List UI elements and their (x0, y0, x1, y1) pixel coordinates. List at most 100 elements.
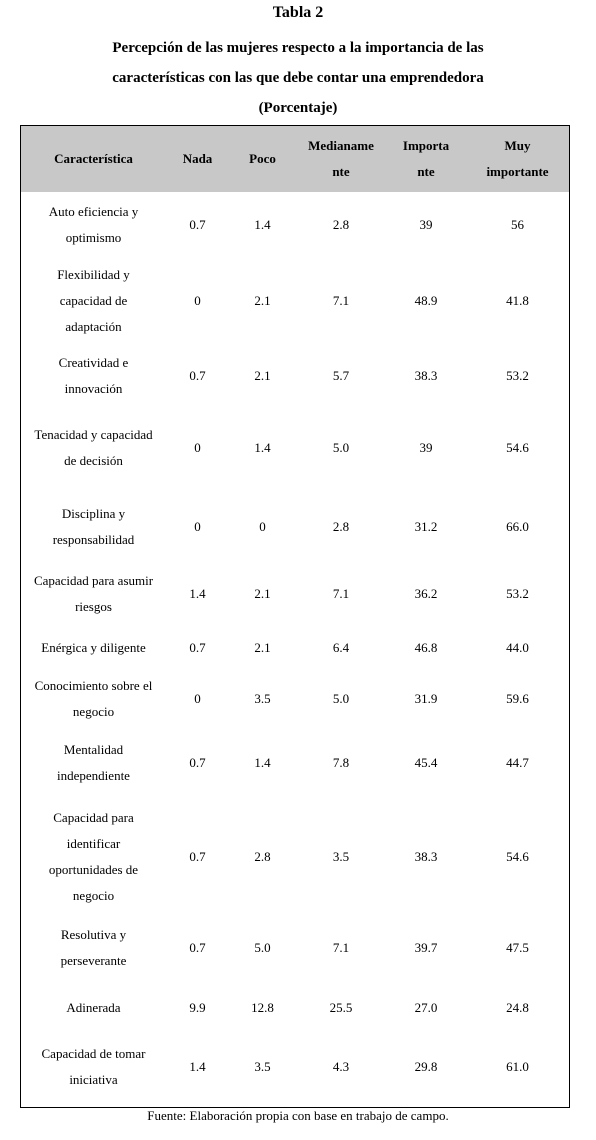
cell: 5.0 (254, 939, 271, 955)
cell: 0 (194, 690, 201, 706)
cell: 9.9 (189, 999, 206, 1015)
table-row: Creatividad e innovación 0.7 2.1 5.7 38.3 53.… (21, 344, 569, 407)
cell: 0.7 (189, 639, 206, 655)
header-cell: Muy importante (466, 126, 569, 192)
row-label: Auto eficiencia y optimismo (48, 203, 139, 245)
cell: 12.8 (251, 999, 274, 1015)
header-text: Medianame (308, 138, 374, 153)
cell: 0 (259, 518, 266, 534)
cell: 5.0 (332, 690, 350, 706)
cell: 38.3 (414, 367, 438, 383)
cell: 2.1 (254, 586, 271, 601)
cell: 44.0 (506, 639, 529, 655)
cell: 53.2 (506, 367, 529, 383)
row-label: Capacidad para identificar oportunidades… (48, 809, 139, 903)
table-row: Mentalidad independiente 0.7 1.4 7.8 45.4 44.… (21, 726, 569, 799)
cell: 0.7 (189, 848, 206, 864)
table-row: Capacidad de tomar iniciativa 1.4 3.5 4.3 29… (21, 1034, 569, 1099)
cell: 54.6 (506, 440, 529, 455)
header-text: Muy (504, 138, 531, 153)
cell: 6.4 (332, 639, 350, 655)
cell: 3.5 (254, 690, 271, 706)
table-row: Adinerada 9.9 12.8 25.5 27.0 24.8 (21, 981, 569, 1034)
header-text: Poco (249, 151, 276, 166)
cell: 3.5 (332, 848, 350, 864)
row-label: Capacidad de tomar iniciativa (41, 1045, 146, 1087)
cell: 39 (419, 216, 433, 232)
table: Característica Nada Poco Medianame nte Import… (21, 126, 569, 1099)
header-cell: Poco (229, 126, 296, 192)
cell: 2.8 (332, 518, 350, 534)
cell: 2.1 (254, 292, 271, 308)
cell: 2.1 (254, 367, 271, 383)
subtitle-line: Percepción de las mujeres respecto a la … (112, 40, 484, 56)
table-frame: Característica Nada Poco Medianame nte Import… (20, 125, 570, 1108)
header-text: nte (332, 164, 350, 179)
row-label: Enérgica y diligente (41, 639, 146, 655)
cell: 7.1 (332, 939, 350, 955)
header-cell: Característica (21, 126, 166, 192)
table-row: Disciplina y responsabilidad 0 0 2.8 31.2 66.… (21, 489, 569, 564)
row-label: Conocimiento sobre el negocio (34, 677, 153, 719)
cell: 45.4 (414, 754, 438, 770)
cell: 31.2 (414, 518, 438, 534)
cell: 31.9 (414, 690, 438, 706)
table-row: Capacidad para identificar oportunidades… (21, 799, 569, 914)
cell: 1.4 (254, 216, 271, 232)
cell: 1.4 (189, 586, 206, 601)
row-label: Resolutiva y perseverante (60, 926, 127, 968)
cell: 39 (419, 440, 433, 455)
row-label: Creatividad e innovación (58, 354, 129, 396)
cell: 41.8 (506, 292, 529, 308)
cell: 44.7 (506, 754, 529, 770)
cell: 0.7 (189, 754, 206, 770)
table-row: Flexibilidad y capacidad de adaptación 0 2… (21, 257, 569, 344)
row-label: Disciplina y responsabilidad (52, 505, 135, 547)
cell: 2.8 (254, 848, 271, 864)
cell: 1.4 (254, 754, 271, 770)
cell: 0 (194, 518, 201, 534)
cell: 47.5 (506, 939, 529, 955)
cell: 4.3 (332, 1058, 350, 1074)
header-text: Característica (54, 151, 133, 166)
table-body: Auto eficiencia y optimismo 0.7 1.4 2.8 39 56… (21, 192, 569, 1099)
cell: 0.7 (189, 216, 206, 232)
title: Tabla 2 (272, 4, 324, 21)
table-row: Enérgica y diligente 0.7 2.1 6.4 46.8 44.0 (21, 624, 569, 671)
cell: 39.7 (414, 939, 438, 955)
cell: 0.7 (189, 367, 206, 383)
row-label: Tenacidad y capacidad de decisión (34, 427, 153, 468)
header-text: Nada (182, 151, 213, 166)
row-label: Adinerada (66, 999, 121, 1015)
subtitle: Percepción de las mujeres respecto a la … (0, 33, 596, 123)
header-text: Importa (402, 138, 450, 153)
cell: 36.2 (414, 586, 438, 601)
table-row: Auto eficiencia y optimismo 0.7 1.4 2.8 39 56 (21, 192, 569, 257)
cell: 0 (194, 292, 201, 308)
subtitle-line: (Porcentaje) (258, 100, 338, 116)
cell: 3.5 (254, 1058, 271, 1074)
cell: 7.1 (332, 292, 350, 308)
table-row: Resolutiva y perseverante 0.7 5.0 7.1 39.7 47… (21, 914, 569, 981)
table-row: Tenacidad y capacidad de decisión 0 1.4 5.0… (21, 407, 569, 489)
cell: 24.8 (506, 999, 529, 1015)
cell: 66.0 (506, 518, 529, 534)
cell: 2.1 (254, 639, 271, 655)
cell: 1.4 (254, 440, 271, 455)
header-cell: Nada (166, 126, 229, 192)
cell: 5.7 (332, 367, 350, 383)
cell: 2.8 (332, 216, 350, 232)
cell: 53.2 (506, 586, 529, 601)
header-text: nte (417, 164, 435, 179)
cell: 0.7 (189, 939, 206, 955)
cell: 5.0 (332, 440, 350, 455)
cell: 27.0 (414, 999, 438, 1015)
cell: 61.0 (506, 1058, 529, 1074)
cell: 1.4 (189, 1058, 206, 1074)
cell: 7.8 (332, 754, 350, 770)
source: Fuente: Elaboración propia con base en t… (147, 1108, 449, 1123)
cell: 38.3 (414, 848, 438, 864)
header-cell: Importa nte (386, 126, 466, 192)
row-label: Flexibilidad y capacidad de adaptación (57, 266, 130, 334)
